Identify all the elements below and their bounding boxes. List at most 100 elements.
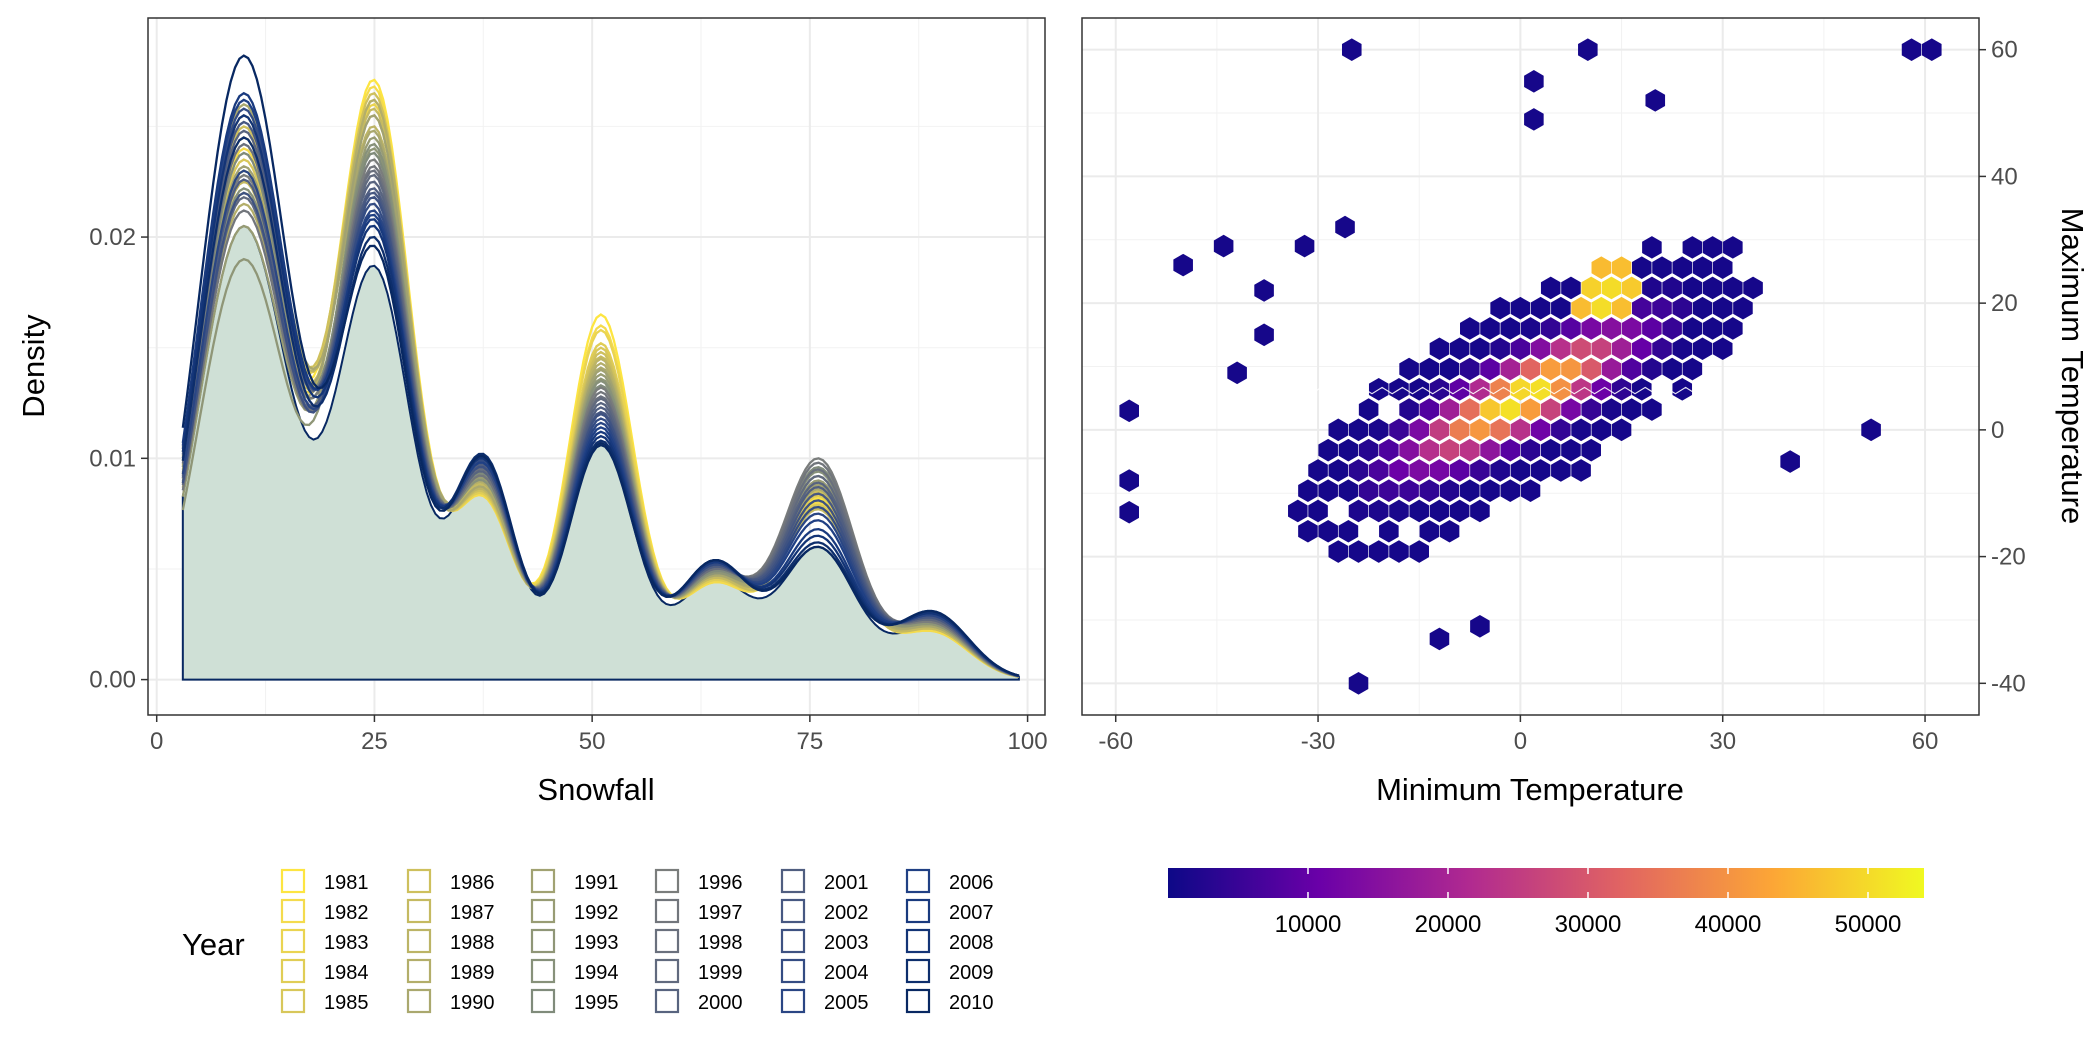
hexbin-cell [1227,361,1247,385]
hexbin-cell [1470,499,1490,523]
hexbin-cell [1540,357,1561,381]
hexbin-cell [1551,418,1571,442]
colorbar-gradient [1168,868,1924,898]
hexbin-cell [1645,89,1666,112]
hexbin-cell [1439,519,1460,543]
hexbin-cell [1368,499,1389,523]
hexbin-cell [1480,438,1500,462]
hexbin-cell [1338,479,1359,502]
legend-key [654,928,680,954]
hexbin-cell [1439,438,1460,462]
hexbin-cell [1470,418,1490,442]
hexbin-cells [1119,38,1942,695]
hexbin-x-axis: -60 -30 0 30 60 [1098,715,1938,755]
legend-label: 1988 [450,932,495,954]
density-plot: 0 25 50 75 100 0.00 0.01 0.02 Snowfall Density [16,17,1048,807]
hexbin-x-tick-label: -30 [1301,728,1336,755]
hexbin-cell [1642,357,1662,381]
hexbin-cell [1470,459,1490,482]
hexbin-cell [1551,337,1571,361]
hexbin-cell [1682,236,1703,259]
density-x-axis-title: Snowfall [537,772,654,807]
hexbin-cell [1348,540,1369,563]
hexbin-cell [1379,479,1399,502]
legend-label: 2008 [949,932,994,954]
legend-key [654,958,680,984]
legend-item-2000: 2000 [654,988,743,1014]
hexbin-cell [1581,438,1601,462]
hexbin-cell [1338,519,1359,543]
hexbin-cell [1500,398,1521,421]
density-y-tick-label: 0.00 [89,667,136,694]
density-x-tick-label: 50 [579,728,606,755]
hexbin-cell [1460,479,1480,502]
legend-key [530,928,556,954]
legend-label: 1992 [574,902,619,924]
legend-key [530,898,556,924]
hexbin-cell [1530,459,1551,482]
legend-key [280,868,306,894]
hexbin-cell [1460,438,1480,462]
legend-item-1988: 1988 [406,928,495,954]
hexbin-cell [1429,337,1450,361]
hexbin-cell [1409,540,1429,563]
legend-key [780,898,806,924]
legend-item-2006: 2006 [905,868,994,894]
hexbin-cell [1591,256,1612,279]
legend-item-1993: 1993 [530,928,619,954]
hexbin-cell [1672,256,1693,279]
hexbin-cell [1358,479,1379,502]
hexbin-cell [1429,418,1450,442]
hexbin-cell [1922,38,1942,61]
hexbin-cell [1439,357,1460,381]
hexbin-cell [1561,276,1581,300]
hexbin-cell [1571,296,1591,320]
legend-label: 1991 [574,872,619,894]
hexbin-cell [1308,499,1328,523]
hexbin-cell [1723,317,1743,340]
legend-item-1999: 1999 [654,958,743,984]
legend-label: 1990 [450,992,495,1014]
legend-label: 2003 [824,932,869,954]
density-x-tick-label: 25 [361,728,388,755]
colorbar-tick-label: 20000 [1415,911,1482,938]
hexbin-cell [1328,459,1349,482]
hexbin-cell [1611,296,1632,320]
hexbin-cell [1449,459,1470,482]
legend-label: 2007 [949,902,994,924]
legend-label: 1982 [324,902,369,924]
hexbin-cell [1328,540,1349,563]
hexbin-cell [1540,276,1561,300]
hexbin-cell [1611,256,1632,279]
hexbin-cell [1621,276,1642,300]
hexbin-cell [1520,398,1541,421]
hexbin-cell [1632,337,1652,361]
hexbin-cell [1348,418,1369,442]
hexbin-cell [1368,540,1389,563]
colorbar-tick-label: 10000 [1275,911,1342,938]
hexbin-y-tick-label: 20 [1991,290,2018,317]
hexbin-cell [1429,499,1450,523]
hexbin-cell [1682,357,1703,381]
hexbin-cell [1490,337,1510,361]
density-y-axis-title: Density [16,314,51,418]
hexbin-cell [1540,317,1561,340]
hexbin-cell [1298,479,1318,502]
hexbin-cell [1601,357,1622,381]
hexbin-cell [1490,296,1510,320]
hexbin-cell [1399,398,1419,421]
legend-key [780,988,806,1014]
hexbin-cell [1702,236,1723,259]
hexbin-cell [1480,317,1500,340]
legend-item-1991: 1991 [530,868,619,894]
hexbin-y-axis: -40 -20 0 20 40 60 [1979,37,2026,697]
hexbin-cell [1520,317,1541,340]
hexbin-cell [1399,438,1419,462]
hexbin-cell [1901,38,1922,61]
hexbin-cell [1524,70,1544,93]
hexbin-cell [1318,519,1338,543]
hexbin-cell [1119,469,1139,492]
hexbin-cell [1642,276,1662,300]
hexbin-cell [1652,337,1672,361]
hexbin-cell [1551,296,1571,320]
